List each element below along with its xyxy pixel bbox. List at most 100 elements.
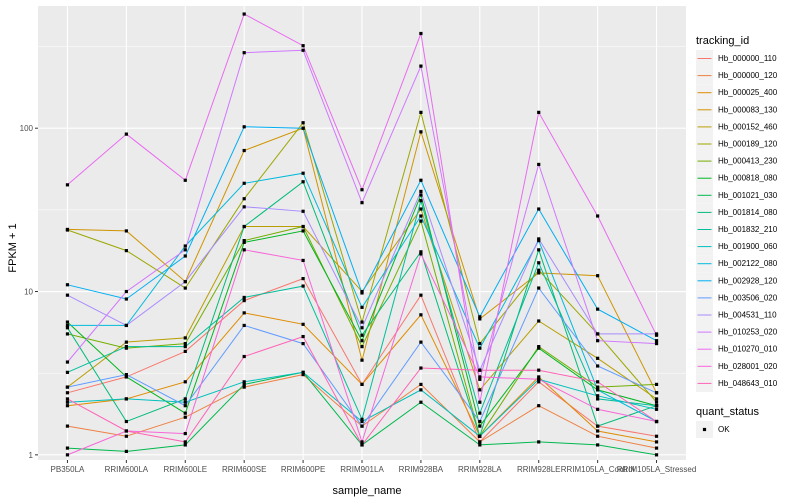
x-tick-label: RRIM928LA <box>458 465 502 474</box>
legend-label: Hb_000083_130 <box>718 105 778 114</box>
data-point <box>419 130 423 134</box>
data-point <box>596 214 600 218</box>
legend-label: Hb_000818_080 <box>718 174 778 183</box>
legend-label: Hb_000000_120 <box>718 71 778 80</box>
data-point <box>183 336 187 340</box>
data-point <box>242 295 246 300</box>
data-point <box>596 332 600 336</box>
data-point <box>183 400 187 404</box>
data-point <box>537 239 541 243</box>
legend-shape: OK <box>696 421 730 438</box>
x-tick-label: PB350LA <box>51 465 85 474</box>
data-point <box>360 305 364 309</box>
y-tick-label: 10 <box>24 288 33 297</box>
data-point <box>596 356 600 360</box>
data-point <box>65 385 70 389</box>
data-point <box>537 261 541 265</box>
data-point <box>478 315 482 319</box>
data-point <box>242 240 246 244</box>
legend-label: Hb_000025_400 <box>718 88 778 97</box>
data-point <box>301 209 305 213</box>
data-point <box>478 400 482 404</box>
data-point <box>124 132 128 136</box>
data-point <box>596 339 600 343</box>
data-point <box>183 341 187 346</box>
data-point <box>65 424 70 428</box>
x-tick-label: RRIM928BA <box>399 465 444 474</box>
data-point <box>537 237 541 241</box>
data-point <box>183 248 187 252</box>
data-point <box>301 44 305 48</box>
data-point <box>301 229 305 233</box>
data-point <box>301 370 305 374</box>
data-point <box>242 224 246 229</box>
data-point <box>124 297 128 301</box>
data-point <box>654 419 659 424</box>
data-point <box>419 178 423 182</box>
legend-label: Hb_010270_010 <box>718 345 778 354</box>
data-point <box>183 349 187 353</box>
data-point <box>654 339 659 343</box>
data-point <box>419 214 423 218</box>
data-point <box>65 228 70 232</box>
data-point <box>360 188 364 192</box>
data-point <box>537 268 541 272</box>
data-point <box>419 366 423 370</box>
data-point <box>596 380 600 384</box>
data-point <box>124 229 128 233</box>
legend-label: Hb_004531_110 <box>718 311 777 320</box>
data-point <box>419 400 423 404</box>
data-point <box>65 446 70 450</box>
data-point <box>537 271 541 275</box>
data-point <box>537 110 541 114</box>
data-point <box>478 375 482 379</box>
data-point <box>537 368 541 372</box>
data-point <box>537 162 541 167</box>
data-point <box>478 419 482 424</box>
data-point <box>419 219 423 223</box>
data-point <box>301 276 305 281</box>
data-point <box>596 394 600 398</box>
data-point <box>301 48 305 52</box>
legend-shape-marker <box>702 427 707 432</box>
data-point <box>65 326 70 330</box>
data-point <box>537 377 541 381</box>
data-point <box>183 440 187 444</box>
data-point <box>419 193 423 197</box>
data-point <box>183 286 187 290</box>
data-point <box>478 443 482 447</box>
data-point <box>301 224 305 229</box>
x-tick-label: RRIM105LA_Stressed <box>617 465 697 474</box>
data-point <box>596 443 600 447</box>
data-point <box>124 375 128 379</box>
x-axis-title: sample_name <box>332 485 401 497</box>
data-point <box>124 323 128 328</box>
data-point <box>183 443 187 447</box>
data-point <box>183 380 187 384</box>
data-point <box>65 370 70 374</box>
data-point <box>537 319 541 323</box>
data-point <box>654 391 659 395</box>
data-point <box>183 397 187 401</box>
data-point <box>654 407 659 411</box>
data-point <box>419 189 423 194</box>
data-point <box>360 320 364 324</box>
data-point <box>183 244 187 248</box>
data-point <box>65 360 70 364</box>
data-point <box>124 434 128 438</box>
legend: tracking_id Hb_000000_110Hb_000000_120Hb… <box>696 35 778 438</box>
data-point <box>537 207 541 211</box>
data-point <box>65 332 70 336</box>
data-point <box>596 274 600 278</box>
data-point <box>242 354 246 359</box>
data-point <box>360 345 364 349</box>
data-point <box>478 434 482 438</box>
legend-entries: Hb_000000_110 Hb_000000_120 Hb_000025_400 H… <box>696 50 778 392</box>
y-tick-label: 1 <box>29 451 34 460</box>
legend-label: Hb_001021_030 <box>718 191 778 200</box>
data-point <box>124 340 128 344</box>
data-point <box>537 404 541 408</box>
data-point <box>65 404 70 408</box>
data-point <box>537 286 541 290</box>
